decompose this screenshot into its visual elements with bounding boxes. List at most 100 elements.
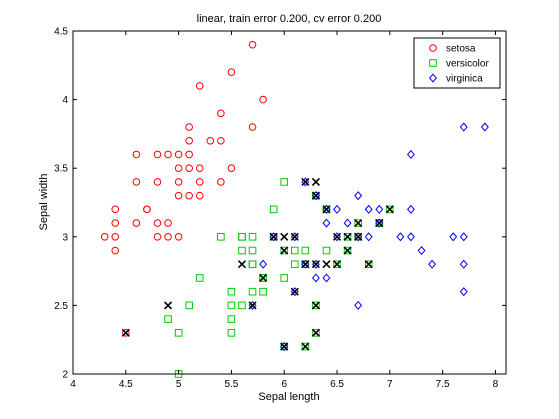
misclassified-marker: [281, 233, 288, 240]
x-tick-label: 5.5: [224, 379, 238, 390]
point-versicolor: [196, 275, 203, 282]
point-setosa: [218, 137, 225, 144]
y-tick-label: 4: [62, 95, 68, 106]
point-setosa: [112, 206, 119, 213]
point-setosa: [228, 69, 235, 76]
point-setosa: [196, 165, 203, 172]
point-virginica: [365, 206, 372, 214]
y-axis-label: Sepal width: [38, 174, 50, 231]
point-setosa: [112, 220, 119, 227]
point-setosa: [186, 137, 193, 144]
point-virginica: [365, 233, 372, 241]
point-versicolor: [175, 330, 182, 337]
point-versicolor: [291, 247, 298, 254]
x-tick-label: 8: [493, 379, 499, 390]
misclassified-marker: [312, 329, 319, 336]
point-setosa: [186, 192, 193, 199]
misclassified-marker: [302, 343, 309, 350]
misclassified-marker: [238, 261, 245, 268]
point-setosa: [154, 179, 161, 186]
y-tick-label: 3: [62, 232, 68, 243]
point-virginica: [482, 123, 489, 131]
point-setosa: [207, 137, 214, 144]
point-versicolor: [165, 316, 172, 323]
point-setosa: [144, 206, 151, 213]
point-versicolor: [281, 179, 288, 186]
point-virginica: [460, 288, 467, 296]
point-versicolor: [260, 288, 267, 295]
point-setosa: [249, 41, 256, 48]
point-setosa: [175, 179, 182, 186]
misclassified-marker: [249, 302, 256, 309]
point-versicolor: [228, 330, 235, 337]
point-setosa: [154, 220, 161, 227]
point-versicolor: [249, 288, 256, 295]
misclassified-marker: [376, 220, 383, 227]
misclassified-marker: [270, 233, 277, 240]
point-setosa: [186, 151, 193, 158]
point-versicolor: [228, 302, 235, 309]
point-versicolor: [249, 247, 256, 254]
misclassified-marker: [355, 220, 362, 227]
point-setosa: [196, 83, 203, 90]
point-setosa: [228, 165, 235, 172]
point-versicolor: [281, 275, 288, 282]
point-setosa: [154, 234, 161, 241]
point-virginica: [460, 123, 467, 131]
misclassified-marker: [312, 192, 319, 199]
point-virginica: [429, 260, 436, 268]
point-setosa: [175, 234, 182, 241]
misclassified-marker: [365, 261, 372, 268]
point-versicolor: [323, 247, 330, 254]
point-virginica: [260, 260, 267, 268]
point-versicolor: [228, 288, 235, 295]
point-virginica: [323, 274, 330, 282]
chart-title: linear, train error 0.200, cv error 0.20…: [197, 13, 382, 25]
point-setosa: [175, 165, 182, 172]
misclassified-marker: [291, 288, 298, 295]
x-tick-label: 7: [387, 379, 393, 390]
legend: setosa versicolor virginica: [414, 38, 500, 88]
x-axis-label: Sepal length: [258, 391, 319, 403]
misclassified-marker: [344, 233, 351, 240]
point-versicolor: [291, 261, 298, 268]
point-versicolor: [302, 247, 309, 254]
misclassified-marker: [165, 302, 172, 309]
x-tick-label: 6.5: [330, 379, 344, 390]
misclassified-marker: [302, 178, 309, 185]
legend-label-virginica: virginica: [446, 74, 483, 85]
x-tick-label: 4: [70, 379, 76, 390]
legend-label-setosa: setosa: [446, 44, 476, 55]
point-setosa: [101, 234, 108, 241]
point-virginica: [450, 233, 457, 241]
misclassified-marker: [122, 329, 129, 336]
point-versicolor: [249, 261, 256, 268]
point-virginica: [460, 233, 467, 241]
point-versicolor: [249, 261, 256, 268]
misclassified-marker: [355, 233, 362, 240]
point-versicolor: [239, 302, 246, 309]
point-setosa: [196, 192, 203, 199]
point-versicolor: [239, 234, 246, 241]
point-virginica: [408, 233, 415, 241]
point-setosa: [133, 151, 140, 158]
point-setosa: [186, 165, 193, 172]
point-virginica: [408, 206, 415, 214]
point-virginica: [355, 192, 362, 200]
misclassified-marker: [291, 233, 298, 240]
point-setosa: [175, 151, 182, 158]
point-setosa: [133, 179, 140, 186]
misclassified-marker: [302, 261, 309, 268]
point-versicolor: [239, 247, 246, 254]
x-tick-label: 4.5: [119, 379, 133, 390]
point-setosa: [260, 96, 267, 103]
y-tick-label: 2: [62, 370, 68, 381]
point-versicolor: [249, 234, 256, 241]
misclassified-marker: [312, 261, 319, 268]
misclassified-marker: [312, 302, 319, 309]
misclassified-marker: [281, 247, 288, 254]
misclassified-marker: [260, 274, 267, 281]
point-virginica: [355, 302, 362, 310]
point-setosa: [112, 247, 119, 254]
